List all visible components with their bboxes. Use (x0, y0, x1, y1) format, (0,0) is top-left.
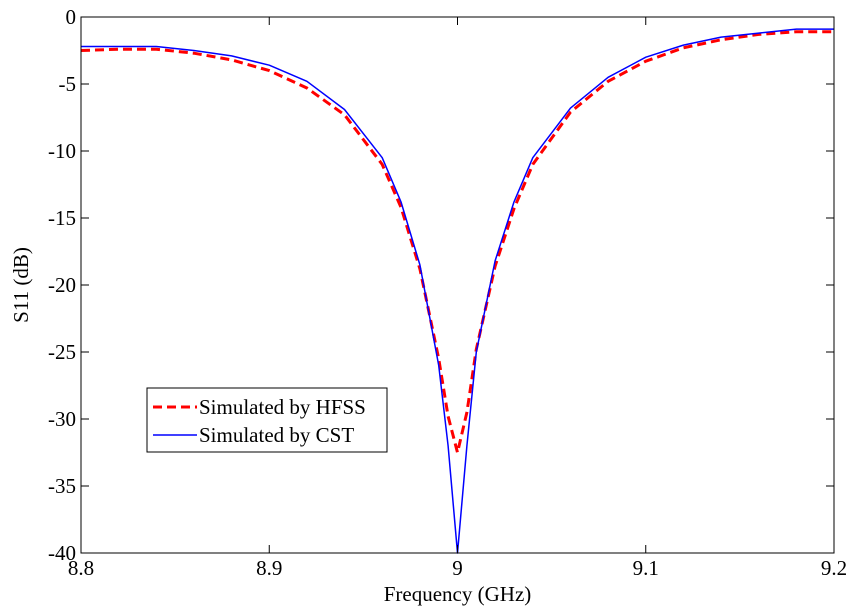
y-tick-label: -20 (48, 273, 76, 297)
y-tick-label: -35 (48, 474, 76, 498)
tick-layer (80, 16, 835, 554)
series-line-hfss (80, 30, 834, 454)
x-tick-label: 8.9 (256, 556, 282, 580)
y-tick-label: -10 (48, 139, 76, 163)
legend: Simulated by HFSS Simulated by CST (146, 387, 388, 453)
legend-label-cst: Simulated by CST (199, 423, 354, 447)
x-tick-label: 9.1 (633, 556, 659, 580)
y-tick-label: 0 (66, 5, 77, 29)
y-tick-label: -40 (48, 541, 76, 565)
y-tick-label: -25 (48, 340, 76, 364)
legend-label-hfss: Simulated by HFSS (199, 395, 366, 419)
y-tick-label: -15 (48, 206, 76, 230)
y-tick-label: -5 (59, 72, 77, 96)
tick-label-layer: 8.8 8.9 9 9.1 9.2 0 -5 -10 -15 -20 -25 -30 -35 -40 (48, 5, 847, 580)
x-tick-label: 8.8 (68, 556, 94, 580)
x-tick-label: 9.2 (821, 556, 847, 580)
legend-box (146, 387, 388, 453)
y-tick-label: -30 (48, 407, 76, 431)
y-axis-label: S11 (dB) (9, 247, 33, 323)
x-tick-label: 9 (452, 556, 463, 580)
x-axis-label: Frequency (GHz) (384, 582, 532, 606)
